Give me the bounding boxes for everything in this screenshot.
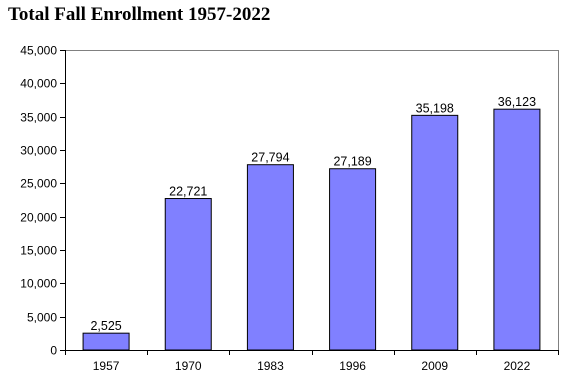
bar-1957	[82, 332, 130, 351]
y-tick-label: 20,000	[20, 211, 57, 225]
data-label-1970: 22,721	[169, 185, 207, 199]
y-tick-label: 5,000	[27, 311, 57, 325]
data-label-2022: 36,123	[498, 95, 536, 109]
chart-title: Total Fall Enrollment 1957-2022	[8, 4, 271, 25]
data-label-1957: 2,525	[90, 319, 121, 333]
y-tick-label: 45,000	[20, 44, 57, 58]
x-tick-label-1957: 1957	[93, 359, 120, 373]
y-tick-label: 0	[50, 344, 57, 358]
y-tick-label: 10,000	[20, 277, 57, 291]
bar-2022	[493, 108, 541, 351]
x-tick-label-2022: 2022	[504, 359, 531, 373]
y-tick-label: 35,000	[20, 111, 57, 125]
x-tick-label-1970: 1970	[175, 359, 202, 373]
bar-2009	[411, 114, 459, 351]
bar-1996	[329, 168, 377, 351]
y-tick-label: 15,000	[20, 244, 57, 258]
y-tick-label: 40,000	[20, 77, 57, 91]
plot-area-frame	[65, 50, 559, 351]
y-tick-label: 25,000	[20, 177, 57, 191]
x-tick-label-1996: 1996	[339, 359, 366, 373]
bar-1970	[164, 198, 212, 351]
x-tick-label-2009: 2009	[421, 359, 448, 373]
data-label-2009: 35,198	[416, 101, 454, 115]
data-label-1983: 27,794	[251, 151, 289, 165]
bar-1983	[246, 164, 294, 351]
x-tick-label-1983: 1983	[257, 359, 284, 373]
y-tick-label: 30,000	[20, 144, 57, 158]
data-label-1996: 27,189	[333, 155, 371, 169]
